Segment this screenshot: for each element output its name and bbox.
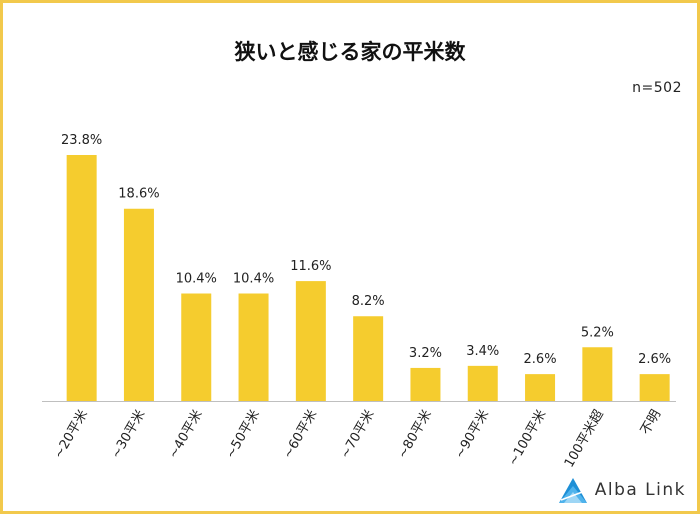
value-label-5: 11.6% xyxy=(290,259,331,274)
x-tick-label-11: 不明 xyxy=(638,408,664,438)
bar-2 xyxy=(123,208,154,401)
bar-4 xyxy=(238,293,269,401)
brand-logo: Alba Link xyxy=(557,476,686,504)
value-label-9: 2.6% xyxy=(524,352,557,367)
sample-size-label: n=502 xyxy=(632,80,682,96)
x-tick-label-1: ~20平米 xyxy=(51,408,91,462)
value-label-2: 18.6% xyxy=(118,187,159,202)
x-tick-label-9: ~100平米 xyxy=(506,408,550,469)
bar-10 xyxy=(582,347,613,401)
value-labels-group: 23.8% 18.6% 10.4% 10.4% 11.6% 8.2% 3.2% 3.4% 2.6… xyxy=(61,133,671,367)
value-label-4: 10.4% xyxy=(233,272,274,287)
x-tick-label-5: ~60平米 xyxy=(281,408,321,462)
value-label-6: 8.2% xyxy=(352,294,385,309)
x-tick-label-3: ~40平米 xyxy=(166,408,206,462)
x-tick-label-7: ~80平米 xyxy=(395,408,435,462)
x-tick-labels-group: ~20平米 ~30平米 ~40平米 ~50平米 ~60平米 ~70平米 ~80平米 ~90平米… xyxy=(51,408,664,471)
brand-name: Alba Link xyxy=(594,480,686,500)
bar-9 xyxy=(525,374,556,401)
alba-link-logo-icon xyxy=(558,478,587,503)
bar-1 xyxy=(66,155,97,401)
bar-11 xyxy=(639,374,670,401)
chart-title: 狭いと感じる家の平米数 xyxy=(234,40,466,64)
bar-7 xyxy=(410,367,441,401)
value-label-10: 5.2% xyxy=(581,325,614,340)
x-tick-label-8: ~90平米 xyxy=(453,408,493,462)
x-tick-label-4: ~50平米 xyxy=(223,408,263,462)
value-label-11: 2.6% xyxy=(638,352,671,367)
x-tick-label-6: ~70平米 xyxy=(338,408,378,462)
bar-3 xyxy=(181,293,212,401)
bars-group xyxy=(66,155,670,401)
value-label-1: 23.8% xyxy=(61,133,102,148)
bar-6 xyxy=(353,316,384,401)
bar-5 xyxy=(295,281,326,401)
value-label-8: 3.4% xyxy=(466,344,499,359)
bar-8 xyxy=(467,365,498,401)
value-label-3: 10.4% xyxy=(176,272,217,287)
x-tick-label-10: 100平米超 xyxy=(562,408,607,471)
value-label-7: 3.2% xyxy=(409,346,442,361)
x-tick-label-2: ~30平米 xyxy=(109,408,149,462)
